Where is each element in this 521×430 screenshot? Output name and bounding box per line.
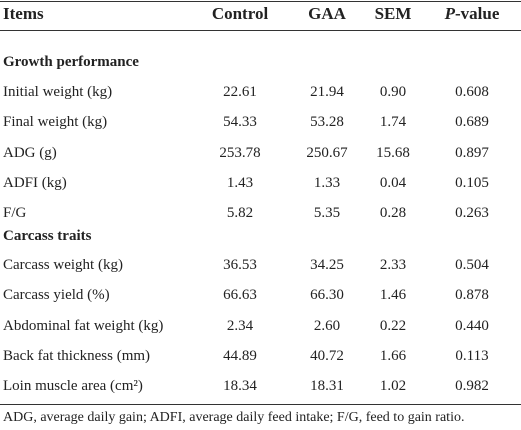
row-label: Initial weight (kg) (3, 84, 113, 100)
row-label: ADG (g) (3, 145, 57, 161)
cell-value: 5.82 (226, 205, 254, 221)
cell-value: 0.504 (455, 257, 489, 273)
bottom-rule (0, 404, 521, 405)
row-label: Loin muscle area (cm²) (3, 378, 143, 394)
cell-value: 0.878 (455, 287, 489, 303)
cell-value: 21.94 (310, 84, 344, 100)
cell-value: 1.02 (379, 378, 407, 394)
cell-value: 0.263 (455, 205, 489, 221)
row-label: Carcass weight (kg) (3, 257, 123, 273)
column-header: Control (211, 4, 269, 23)
cell-value: 0.28 (379, 205, 407, 221)
row-label: ADFI (kg) (3, 175, 67, 191)
column-header: GAA (308, 4, 346, 23)
cell-value: 0.113 (455, 348, 489, 364)
cell-value: 1.33 (313, 175, 341, 191)
row-label: Abdominal fat weight (kg) (3, 318, 164, 334)
cell-value: 1.74 (379, 114, 407, 130)
top-rule (0, 1, 521, 2)
cell-value: 1.43 (226, 175, 254, 191)
section-title: Growth performance (3, 54, 139, 70)
cell-value: 54.33 (223, 114, 257, 130)
cell-value: 250.67 (306, 145, 348, 161)
cell-value: 0.105 (455, 175, 489, 191)
cell-value: 40.72 (310, 348, 344, 364)
cell-value: 0.90 (379, 84, 407, 100)
cell-value: 0.440 (455, 318, 489, 334)
cell-value: 0.897 (455, 145, 489, 161)
cell-value: 66.30 (310, 287, 344, 303)
cell-value: 36.53 (223, 257, 257, 273)
cell-value: 0.22 (379, 318, 407, 334)
column-header: Items (3, 4, 44, 23)
cell-value: 2.60 (313, 318, 341, 334)
cell-value: 15.68 (376, 145, 410, 161)
cell-value: 5.35 (313, 205, 341, 221)
cell-value: 0.04 (379, 175, 407, 191)
cell-value: 2.33 (379, 257, 407, 273)
cell-value: 1.46 (379, 287, 407, 303)
section-title: Carcass traits (3, 228, 92, 244)
row-label: Carcass yield (%) (3, 287, 110, 303)
footnote: ADG, average daily gain; ADFI, average d… (3, 410, 465, 425)
cell-value: 66.63 (223, 287, 257, 303)
cell-value: 0.689 (455, 114, 489, 130)
cell-value: 53.28 (310, 114, 344, 130)
column-header: SEM (374, 4, 412, 23)
cell-value: 2.34 (226, 318, 254, 334)
cell-value: 34.25 (310, 257, 344, 273)
cell-value: 253.78 (219, 145, 261, 161)
cell-value: 44.89 (223, 348, 257, 364)
cell-value: 18.34 (223, 378, 257, 394)
header-rule (0, 30, 521, 31)
cell-value: 1.66 (379, 348, 407, 364)
row-label: F/G (3, 205, 27, 221)
row-label: Back fat thickness (mm) (3, 348, 151, 364)
cell-value: 0.608 (455, 84, 489, 100)
row-label: Final weight (kg) (3, 114, 108, 130)
column-header: P-value (445, 4, 500, 24)
cell-value: 18.31 (310, 378, 344, 394)
cell-value: 0.982 (455, 378, 489, 394)
header-text: P-value (444, 4, 500, 23)
cell-value: 22.61 (223, 84, 257, 100)
